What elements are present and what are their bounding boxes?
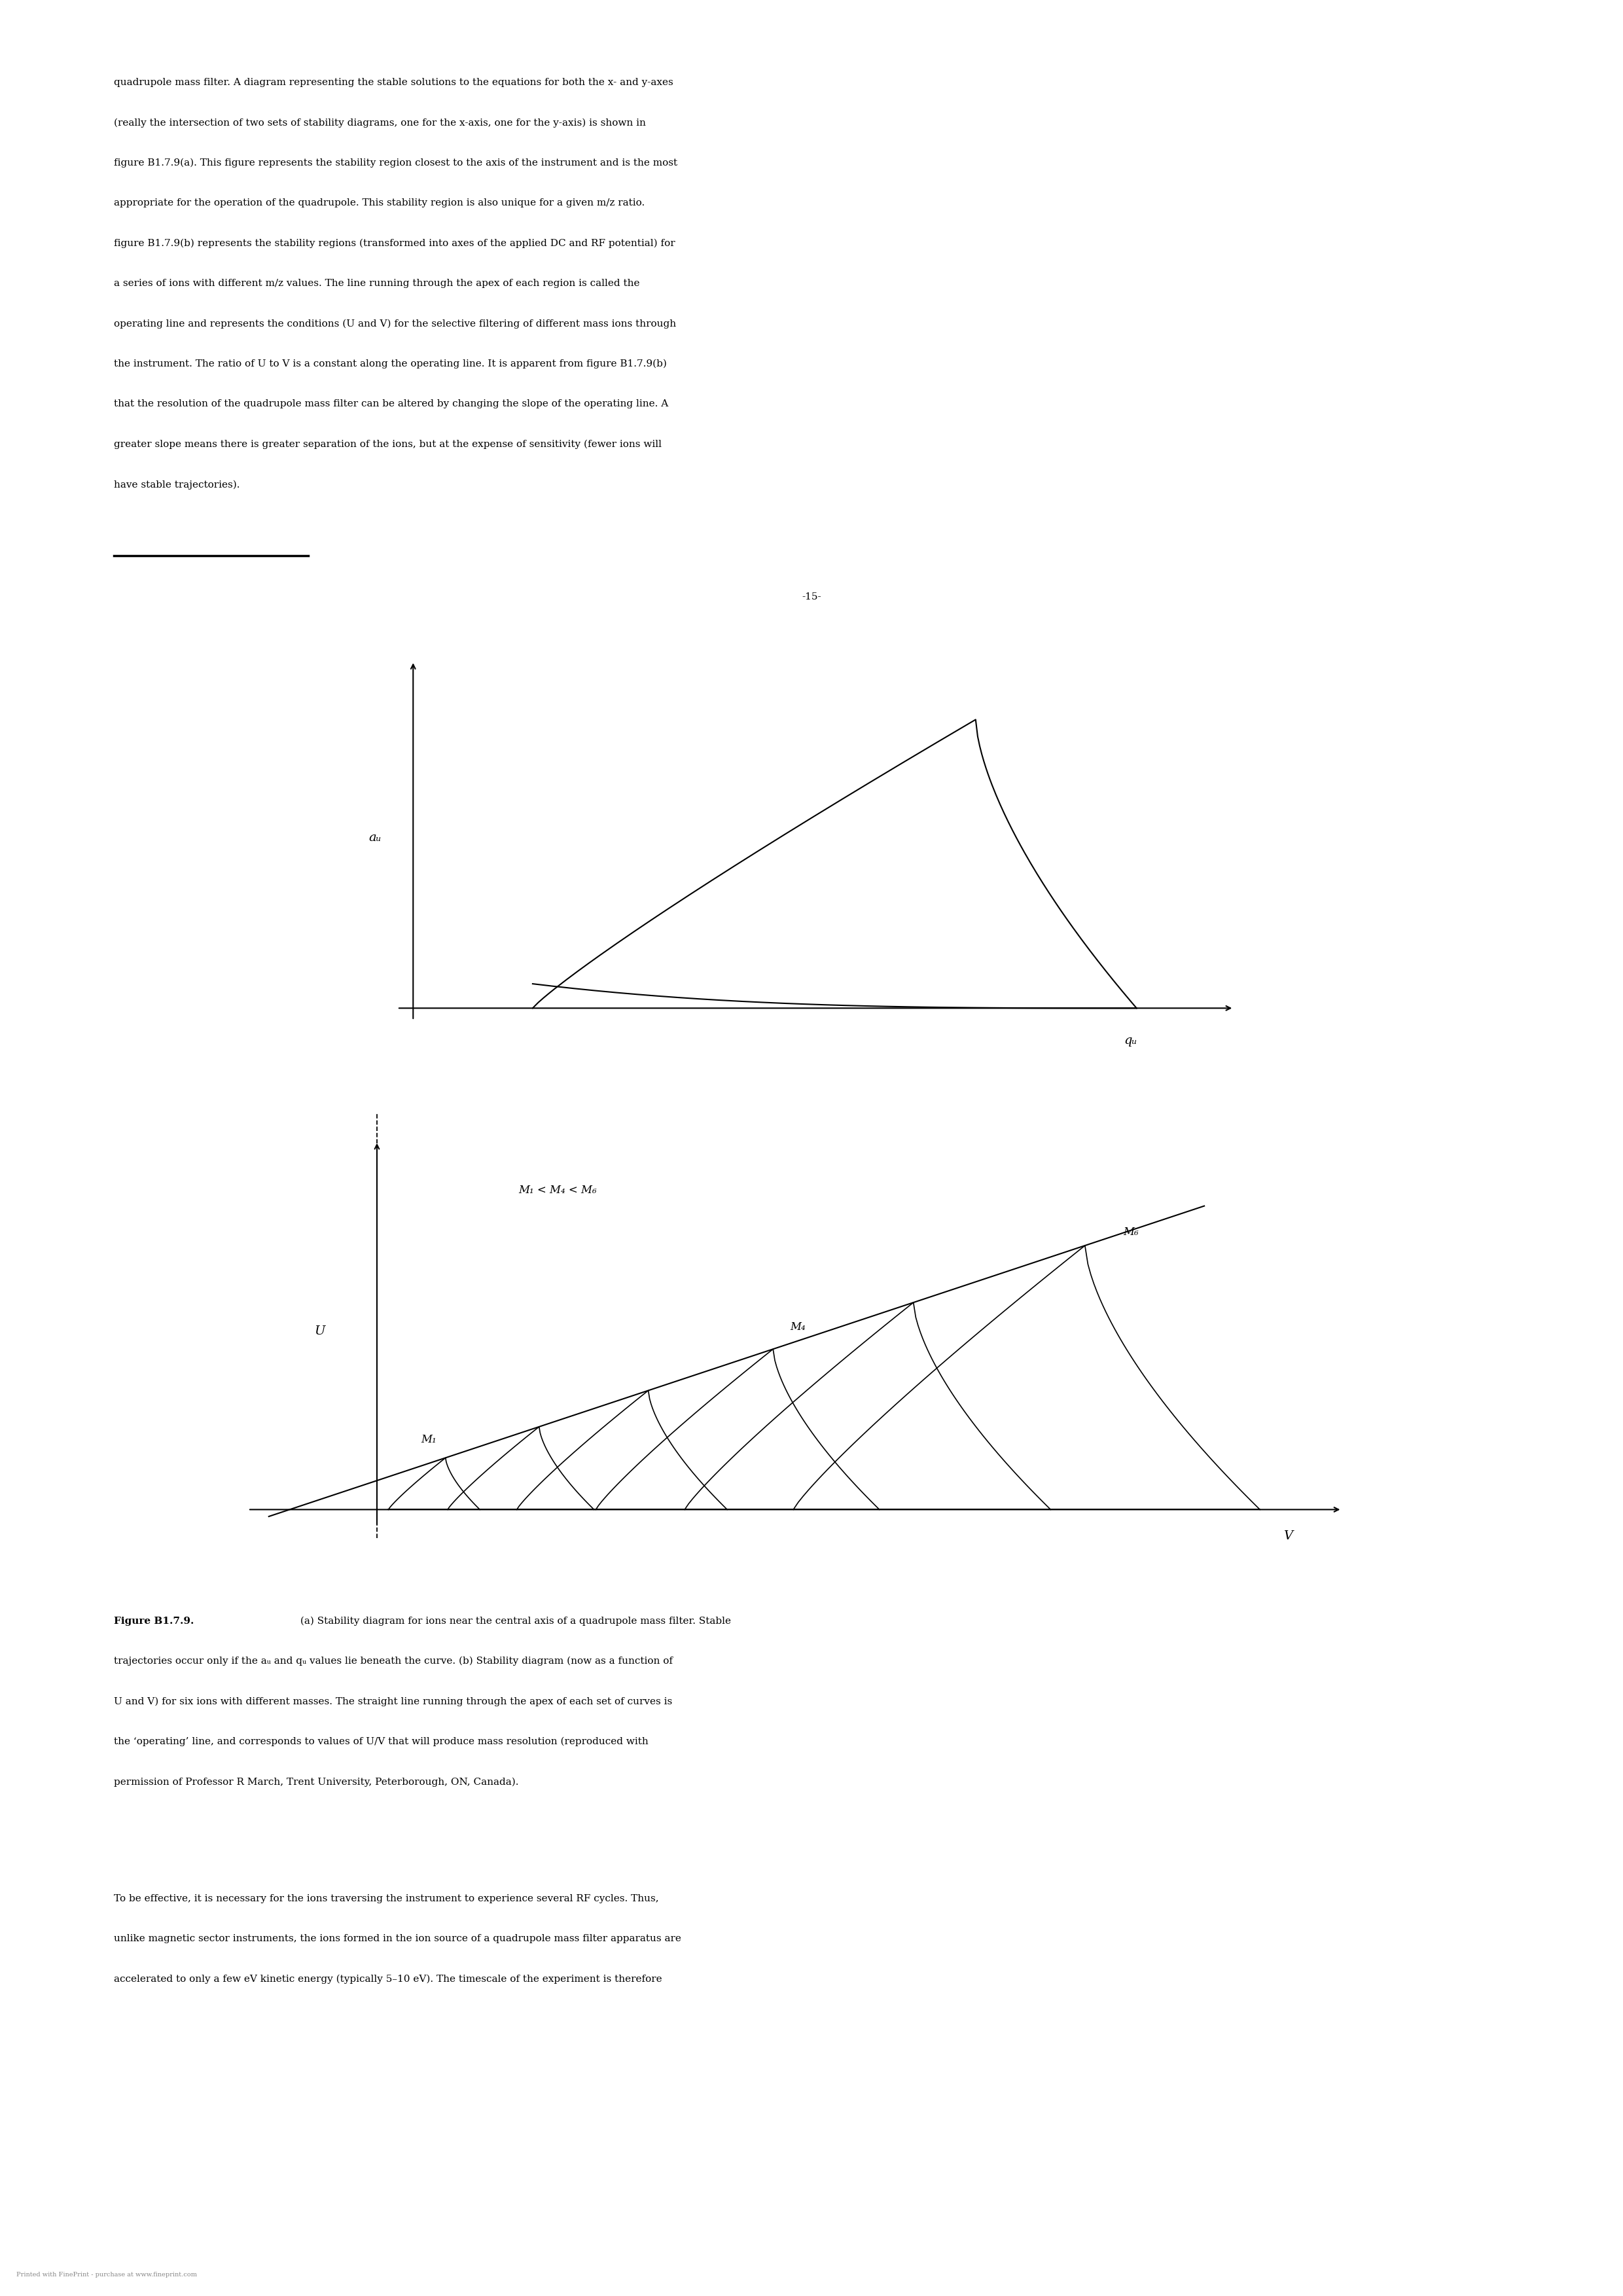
Text: unlike magnetic sector instruments, the ions formed in the ion source of a quadr: unlike magnetic sector instruments, the … <box>114 1933 682 1942</box>
Text: accelerated to only a few eV kinetic energy (typically 5–10 eV). The timescale o: accelerated to only a few eV kinetic ene… <box>114 1975 662 1984</box>
Text: M₁ < M₄ < M₆: M₁ < M₄ < M₆ <box>518 1185 597 1196</box>
Text: the instrument. The ratio of U to V is a constant along the operating line. It i: the instrument. The ratio of U to V is a… <box>114 360 667 370</box>
Text: greater slope means there is greater separation of the ions, but at the expense : greater slope means there is greater sep… <box>114 441 662 450</box>
Text: (a) Stability diagram for ions near the central axis of a quadrupole mass filter: (a) Stability diagram for ions near the … <box>297 1616 730 1626</box>
Text: M₆: M₆ <box>1123 1226 1138 1238</box>
Text: the ‘operating’ line, and corresponds to values of U/V that will produce mass re: the ‘operating’ line, and corresponds to… <box>114 1736 648 1747</box>
Text: permission of Professor R March, Trent University, Peterborough, ON, Canada).: permission of Professor R March, Trent U… <box>114 1777 518 1786</box>
Text: that the resolution of the quadrupole mass filter can be altered by changing the: that the resolution of the quadrupole ma… <box>114 400 669 409</box>
Text: (a): (a) <box>803 647 820 659</box>
Text: aᵤ: aᵤ <box>368 831 381 843</box>
Text: M₁: M₁ <box>422 1435 437 1446</box>
Text: U and V) for six ions with different masses. The straight line running through t: U and V) for six ions with different mas… <box>114 1697 672 1706</box>
Text: trajectories occur only if the aᵤ and qᵤ values lie beneath the curve. (b) Stabi: trajectories occur only if the aᵤ and qᵤ… <box>114 1658 672 1667</box>
Text: (b): (b) <box>803 1125 820 1137</box>
Text: qᵤ: qᵤ <box>1123 1035 1136 1047</box>
Text: M₄: M₄ <box>790 1322 805 1332</box>
Text: Printed with FinePrint - purchase at www.fineprint.com: Printed with FinePrint - purchase at www… <box>16 2271 196 2278</box>
Text: V: V <box>1284 1529 1294 1543</box>
Text: quadrupole mass filter. A diagram representing the stable solutions to the equat: quadrupole mass filter. A diagram repres… <box>114 78 674 87</box>
Text: operating line and represents the conditions (U and V) for the selective filteri: operating line and represents the condit… <box>114 319 675 328</box>
Text: figure B1.7.9(b) represents the stability regions (transformed into axes of the : figure B1.7.9(b) represents the stabilit… <box>114 239 675 248</box>
Text: U: U <box>315 1325 325 1336</box>
Text: To be effective, it is necessary for the ions traversing the instrument to exper: To be effective, it is necessary for the… <box>114 1894 659 1903</box>
Text: a series of ions with different m/z values. The line running through the apex of: a series of ions with different m/z valu… <box>114 280 639 287</box>
Text: figure B1.7.9(a). This figure represents the stability region closest to the axi: figure B1.7.9(a). This figure represents… <box>114 158 677 168</box>
Text: appropriate for the operation of the quadrupole. This stability region is also u: appropriate for the operation of the qua… <box>114 200 644 207</box>
Text: have stable trajectories).: have stable trajectories). <box>114 480 240 489</box>
Text: (really the intersection of two sets of stability diagrams, one for the x-axis, : (really the intersection of two sets of … <box>114 117 646 129</box>
Text: -15-: -15- <box>802 592 821 602</box>
Text: Figure B1.7.9.: Figure B1.7.9. <box>114 1616 193 1626</box>
